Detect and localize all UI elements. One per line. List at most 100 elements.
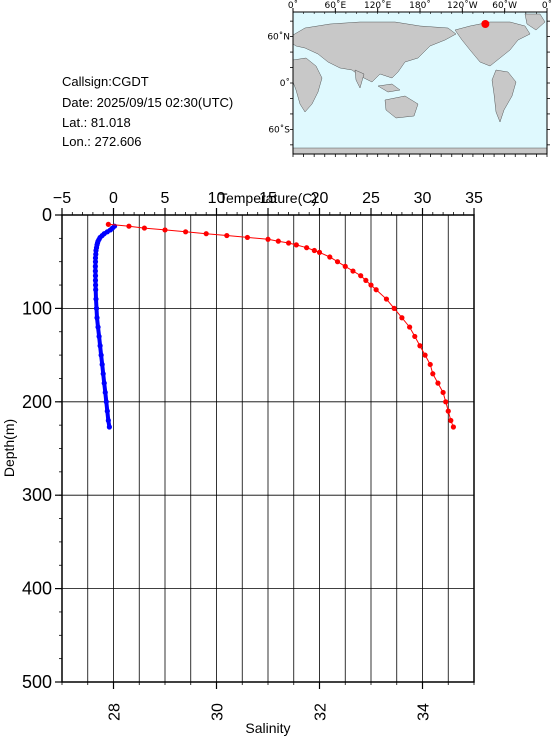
salinity-point (417, 343, 423, 349)
temperature-point (94, 315, 100, 321)
salinity-point (399, 315, 405, 321)
salinity-point (350, 268, 356, 274)
temperature-tick-label: 30 (414, 190, 432, 207)
temperature-tick-label: 35 (465, 190, 483, 207)
temperature-point (93, 305, 100, 311)
salinity-point (224, 232, 230, 239)
salinity-point (126, 223, 132, 229)
temperature-point (92, 268, 98, 274)
station-marker (481, 20, 490, 28)
temperature-point (96, 333, 102, 340)
map-left-label: 0˚ (280, 78, 290, 89)
map-left-label: 60˚N (267, 32, 290, 43)
salinity-point (342, 263, 348, 269)
map-ticks (290, 8, 550, 157)
lat-text: Lat.: 81.018 (62, 115, 131, 130)
salinity-point (448, 417, 454, 424)
temperature-point (106, 424, 112, 430)
salinity-point (275, 238, 281, 244)
salinity-point (327, 254, 333, 260)
salinity-point (162, 227, 168, 233)
salinity-point (363, 277, 369, 283)
plot-ticks (55, 208, 475, 689)
salinity-point (427, 361, 433, 368)
world-map: 0˚ 60˚E 120˚E 180˚ 120˚W 60˚W 0˚ 60˚N 0˚ 60˚S (267, 0, 552, 157)
temperature-point (92, 255, 99, 261)
temperature-tick-label: 10 (208, 190, 226, 207)
salinity-tick-labels: 28 30 32 34 (107, 703, 433, 721)
depth-tick-label: 0 (42, 205, 52, 225)
temperature-point (97, 343, 103, 349)
salinity-point (141, 225, 147, 231)
salinity-point (265, 236, 271, 242)
temperature-axis-label: Temperature(C) (219, 190, 317, 206)
map-land (292, 13, 548, 155)
temperature-tick-label: 25 (362, 190, 380, 207)
plot-grid (61, 215, 475, 682)
depth-tick-label: 400 (22, 579, 52, 599)
temperature-tick-label: 0 (109, 190, 118, 207)
salinity-point (316, 249, 323, 255)
salinity-tick-label: 28 (107, 703, 124, 721)
salinity-point (286, 240, 292, 246)
salinity-point (383, 296, 390, 302)
depth-tick-label: 500 (22, 672, 52, 692)
depth-tick-label: 200 (22, 392, 52, 412)
temperature-series (92, 223, 118, 430)
temperature-point (100, 371, 106, 377)
salinity-profile-line (108, 223, 454, 428)
temperature-point (93, 251, 99, 257)
salinity-point (407, 324, 413, 330)
temperature-point (99, 361, 105, 368)
salinity-point (422, 352, 428, 358)
salinity-point (183, 229, 189, 235)
lon-text: Lon.: 272.606 (62, 134, 142, 149)
temperature-tick-label: 5 (161, 190, 170, 207)
date-text: Date: 2025/09/15 02:30(UTC) (62, 95, 233, 110)
temperature-point (95, 324, 101, 330)
map-top-label: 0˚ (542, 0, 552, 11)
salinity-point (311, 247, 317, 254)
salinity-point (443, 399, 449, 405)
depth-tick-label: 100 (22, 298, 52, 318)
salinity-series (105, 221, 456, 430)
salinity-point (334, 259, 341, 265)
map-top-labels: 0˚ 60˚E 120˚E 180˚ 120˚W 60˚W 0˚ (288, 0, 552, 11)
temperature-point (92, 259, 99, 265)
salinity-point (373, 287, 379, 293)
depth-axis-label: Depth(m) (1, 419, 17, 477)
map-top-label: 120˚E (364, 0, 392, 11)
map-top-label: 60˚W (492, 0, 517, 11)
salinity-tick-label: 32 (313, 703, 330, 721)
salinity-point (105, 221, 111, 227)
salinity-point (391, 305, 397, 311)
data-series (92, 221, 456, 430)
salinity-point (203, 231, 209, 237)
map-top-label: 60˚E (325, 0, 347, 11)
salinity-point (293, 242, 299, 248)
salinity-axis-label: Salinity (245, 720, 290, 736)
temperature-point (103, 399, 109, 405)
temperature-tick-label: 20 (311, 190, 329, 207)
map-left-label: 60˚S (268, 124, 290, 135)
temperature-point (105, 417, 111, 424)
temperature-point (104, 408, 110, 414)
salinity-point (368, 282, 374, 288)
map-top-label: 180˚ (409, 0, 431, 11)
temperature-tick-labels: −5 0 5 10 15 20 25 30 35 (53, 190, 483, 207)
temperature-point (93, 247, 99, 254)
temperature-point (102, 389, 108, 396)
temperature-point (92, 273, 99, 279)
temperature-point (92, 277, 99, 283)
salinity-point (412, 333, 418, 340)
depth-tick-labels: 0 100 200 300 400 500 (22, 205, 52, 692)
salinity-point (440, 389, 446, 396)
profile-plot: −5 0 5 10 15 20 25 30 35 28 30 32 34 01002003004005… (1, 190, 483, 736)
callsign-text: Callsign:CGDT (62, 74, 149, 89)
depth-tick-label: 300 (22, 485, 52, 505)
map-top-label: 0˚ (288, 0, 298, 11)
salinity-point (430, 371, 436, 377)
map-top-label: 120˚W (447, 0, 478, 11)
temperature-point (92, 282, 99, 288)
